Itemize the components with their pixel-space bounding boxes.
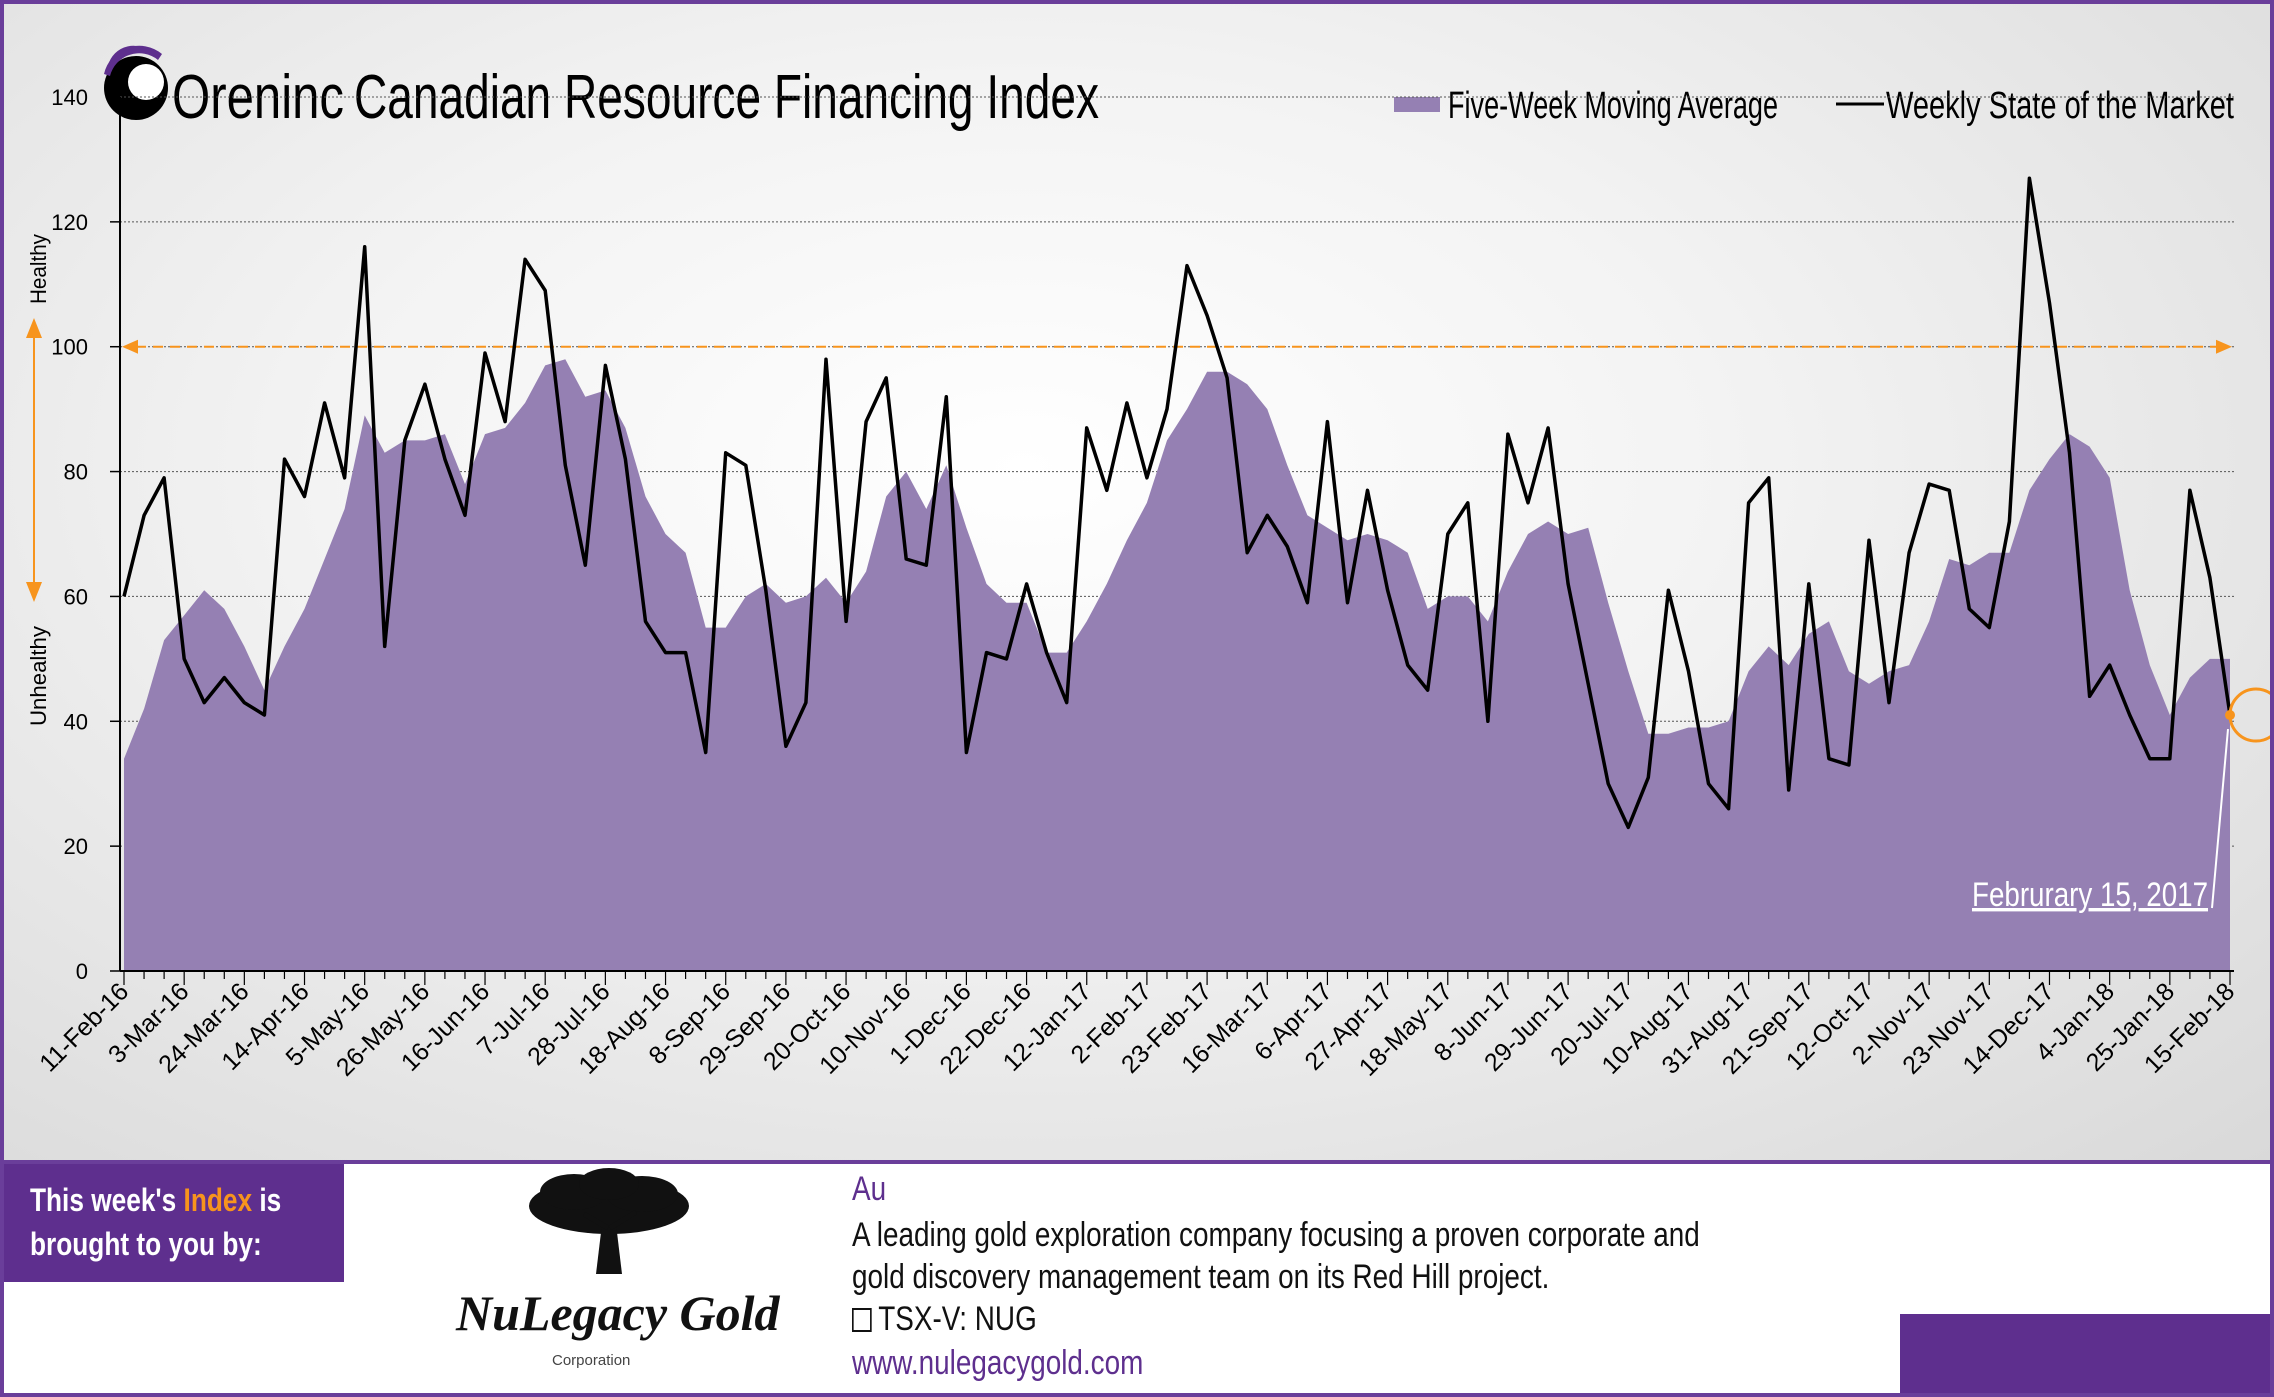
sponsor-box: This week's Index is brought to you by: [4,1164,344,1282]
weekly-state-line [122,176,2232,830]
company-description-1: A leading gold exploration company focus… [852,1216,1700,1254]
callout-leader-line [2211,728,2229,909]
legend-area-swatch [1394,97,1440,112]
company-website-link[interactable]: www.nulegacygold.com [852,1344,1144,1382]
company-subtitle: Corporation [552,1352,631,1369]
unhealthy-label: Unhealthy [26,626,51,726]
chart: Oreninc Canadian Resource Financing Inde… [26,45,2270,1082]
corner-decoration [1900,1314,2270,1393]
healthy-label: Healthy [26,234,51,304]
y-tick-label: 40 [64,709,88,734]
chart-icon [852,1308,872,1332]
y-tick-label: 140 [51,85,88,110]
sponsor-footer: This week's Index is brought to you by: … [4,1164,2270,1393]
sponsor-line-2: brought to you by: [30,1226,262,1262]
y-tick-label: 120 [51,210,88,235]
chart-title: Canadian Resource Financing Index [354,63,1099,132]
chart-panel: Oreninc Canadian Resource Financing Inde… [4,4,2270,1160]
element-symbol: Au [852,1170,887,1208]
moving-average-area [124,359,2230,971]
legend-area-label: Five-Week Moving Average [1448,85,1778,127]
legend-line-label: Weekly State of the Market [1886,85,2234,127]
current-value-dot [2225,710,2235,721]
y-tick-label: 0 [76,959,88,984]
health-range-arrow-icon [26,318,42,602]
sponsor-index-word: Index [183,1182,253,1218]
sponsor-suffix: is [252,1182,282,1218]
company-description-2: gold discovery management team on its Re… [852,1258,1550,1296]
x-tick-labels: 11-Feb-163-Mar-1624-Mar-1614-Apr-165-May… [34,977,2240,1081]
y-tick-label: 60 [64,584,88,609]
oreninc-logo-icon [104,45,168,120]
sponsor-prefix: This week's [30,1182,184,1218]
y-tick-label: 20 [64,834,88,859]
ticker-symbol: TSX-V: NUG [878,1300,1037,1338]
ticker-line: TSX-V: NUG [852,1300,1037,1339]
y-tick-labels: 0 20 40 60 80 100 120 140 [51,85,88,984]
axes [119,97,2234,985]
threshold-left-arrow-icon [122,339,138,354]
sponsor-line-1: This week's Index is [30,1182,281,1219]
company-name: NuLegacy Gold [456,1285,780,1341]
y-tick-label: 100 [51,335,88,360]
current-value-circle [2228,687,2270,743]
tree-logo-icon [529,1168,689,1274]
callout-date: Februrary 15, 2017 [1972,876,2208,914]
y-tick-label: 80 [64,460,88,485]
threshold-right-arrow-icon [2216,339,2232,354]
